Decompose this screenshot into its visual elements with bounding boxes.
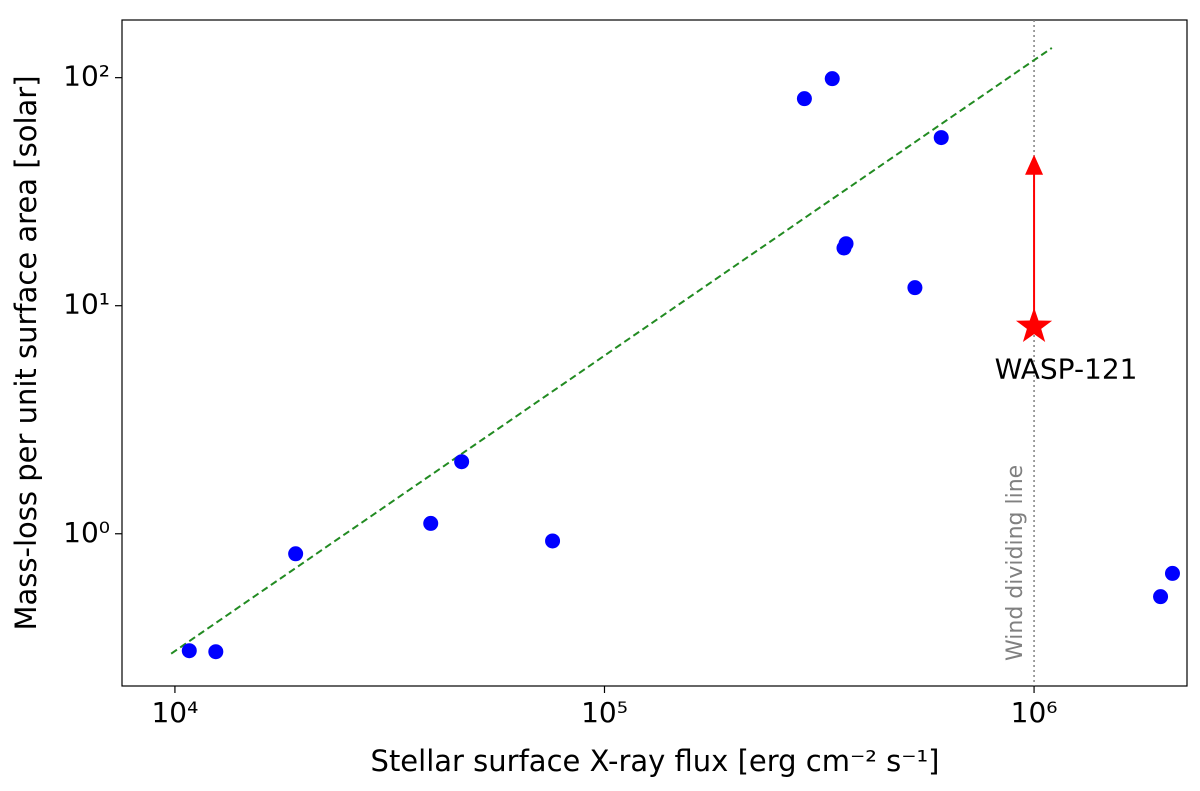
point [208,644,224,660]
x-axis-label: Stellar surface X-ray flux [erg cm⁻² s⁻¹… [371,744,940,778]
point [907,280,923,296]
point [181,643,197,659]
star-marker [1016,307,1053,342]
point [454,454,470,470]
x-tick-label: 10⁶ [1011,696,1058,729]
point [1164,565,1180,581]
fit-line [170,47,1053,655]
x-tick-label: 10⁵ [581,696,628,729]
limit-arrowhead [1025,154,1044,175]
y-tick-label: 10¹ [63,288,110,321]
point [838,236,854,252]
y-tick-label: 10⁰ [63,516,110,549]
star-label: WASP-121 [995,353,1138,386]
y-tick-label: 10² [63,60,110,93]
point [933,130,949,146]
x-tick-label: 10⁴ [151,696,198,729]
point [288,546,304,562]
point [1153,589,1169,605]
plot-frame [121,19,1188,687]
divider-label: Wind dividing line [1003,465,1028,661]
point [824,71,840,87]
point [796,91,812,107]
point [545,533,561,549]
y-axis-label: Mass-loss per unit surface area [solar] [9,75,43,630]
point [423,515,439,531]
